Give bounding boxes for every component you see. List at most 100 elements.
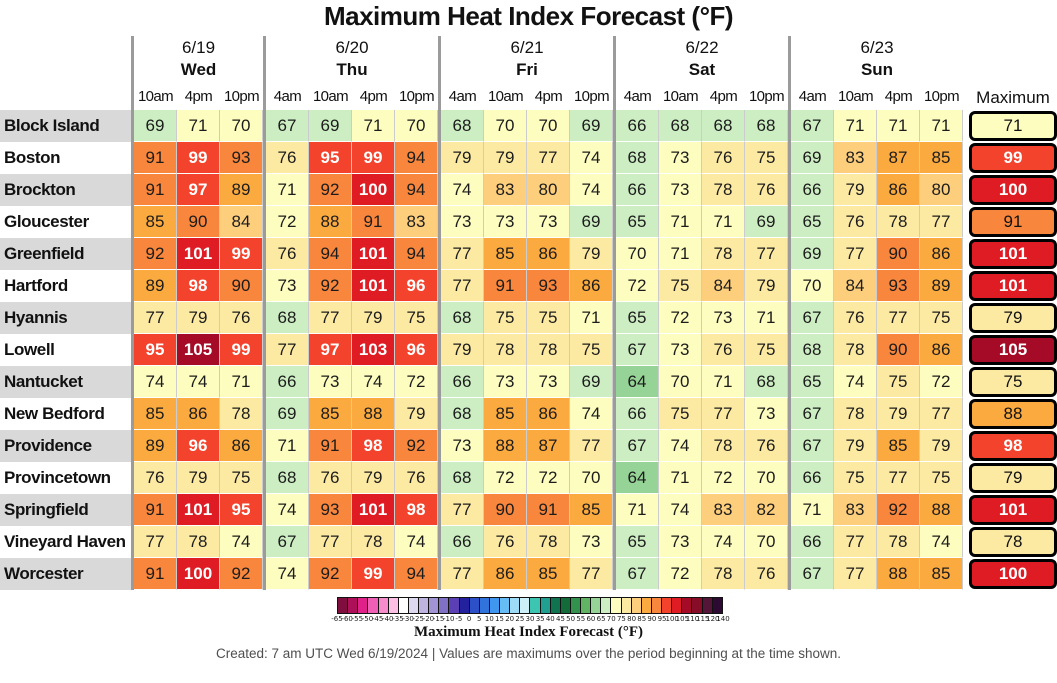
table-row: 73 92 101 96 [266, 270, 438, 302]
heat-cell: 71 [659, 206, 702, 238]
colorbar-segment [711, 597, 723, 614]
chart-title: Maximum Heat Index Forecast (°F) [323, 1, 734, 31]
table-row: 74 74 71 [134, 366, 263, 398]
heat-cell: 79 [352, 462, 395, 494]
colorbar-tick: 75 [616, 615, 626, 623]
table-row: 68 76 79 76 [266, 462, 438, 494]
max-value-box: 91 [969, 206, 1057, 238]
row-label: Brockton [0, 174, 131, 206]
heat-cell: 91 [134, 494, 177, 526]
time-header: 10pm [923, 88, 960, 105]
table-row: 77 91 93 86 [441, 270, 613, 302]
heat-cell: 79 [395, 398, 438, 430]
heat-cell: 80 [527, 174, 570, 206]
table-row: 69 71 70 [134, 110, 263, 142]
heat-cell: 89 [134, 270, 177, 302]
heat-cell: 85 [877, 430, 920, 462]
heat-cell: 76 [220, 302, 263, 334]
table-row: 79 79 77 74 [441, 142, 613, 174]
max-value-box: 79 [969, 462, 1057, 494]
heat-cell: 77 [309, 526, 352, 558]
colorbar-tick: 15 [495, 615, 504, 623]
heat-cell: 76 [702, 334, 745, 366]
heat-cell: 78 [220, 398, 263, 430]
heat-cell: 85 [527, 558, 570, 590]
table-row: 65 73 74 70 [616, 526, 788, 558]
row-label: Provincetown [4, 468, 111, 487]
date-header: 6/23 [860, 38, 894, 57]
heat-cell: 92 [877, 494, 920, 526]
heat-cell: 101 [352, 238, 395, 270]
heat-cell: 93 [877, 270, 920, 302]
max-value-box: 100 [969, 174, 1057, 206]
heat-cell: 76 [745, 174, 788, 206]
heat-cell: 80 [920, 174, 963, 206]
colorbar-tick: 40 [545, 615, 555, 623]
heat-cell: 69 [570, 366, 613, 398]
heat-cell: 77 [834, 526, 877, 558]
heat-cell: 77 [266, 334, 309, 366]
heat-cell: 75 [659, 398, 702, 430]
heat-cell: 73 [659, 334, 702, 366]
heat-cell: 69 [309, 110, 352, 142]
time-header: 4pm [884, 88, 913, 105]
heat-cell: 97 [177, 174, 220, 206]
table-row: 66 77 78 74 [791, 526, 963, 558]
heat-cell: 85 [484, 238, 527, 270]
heat-cell: 67 [791, 430, 834, 462]
table-row: 67 73 76 75 [616, 334, 788, 366]
table-row: 67 78 79 77 [791, 398, 963, 430]
time-header: 10pm [398, 88, 435, 105]
maximum-header: Maximum [976, 88, 1050, 107]
heat-cell: 68 [791, 334, 834, 366]
table-row: 71 74 83 82 [616, 494, 788, 526]
colorbar-tick: 20 [505, 615, 515, 623]
time-header: 10am [662, 88, 699, 105]
heat-cell: 73 [570, 526, 613, 558]
day-group: 6/22 Sat 4am 10am 4pm 10pm 66 68 68 68 68 73 76 75 66 7… [616, 36, 788, 590]
colorbar-gradient [337, 597, 723, 614]
heat-cell: 67 [616, 558, 659, 590]
day-name-header: Fri [516, 60, 538, 79]
heat-cell: 72 [616, 270, 659, 302]
max-value-box: 99 [969, 142, 1057, 174]
table-row: 66 68 68 68 [616, 110, 788, 142]
table-row: 76 94 101 94 [266, 238, 438, 270]
colorbar-tick: 25 [515, 615, 525, 623]
heat-cell: 84 [834, 270, 877, 302]
colorbar-tick: 30 [525, 615, 535, 623]
colorbar-tick: -15 [432, 615, 445, 623]
max-value: 105 [969, 335, 1057, 365]
time-header: 4am [448, 88, 477, 105]
heat-cell: 92 [309, 174, 352, 206]
max-value: 71 [969, 111, 1057, 141]
heat-cell: 75 [920, 302, 963, 334]
heat-cell: 88 [877, 558, 920, 590]
heat-cell: 72 [527, 462, 570, 494]
heat-cell: 89 [220, 174, 263, 206]
colorbar-tick: -20 [422, 615, 435, 623]
heat-cell: 77 [745, 238, 788, 270]
colorbar-tick: -55 [351, 615, 364, 623]
time-header: 10pm [223, 88, 260, 105]
time-header-row: 10am 4pm 10pm [134, 84, 263, 110]
heat-cell: 77 [441, 558, 484, 590]
heat-cell: 73 [659, 526, 702, 558]
heat-cell: 74 [134, 366, 177, 398]
time-header: 4pm [534, 88, 563, 105]
heat-cell: 75 [877, 366, 920, 398]
colorbar-tick: 35 [535, 615, 545, 623]
heat-cell: 68 [745, 110, 788, 142]
heat-cell: 67 [616, 430, 659, 462]
heat-cell: 68 [266, 302, 309, 334]
time-header: 4am [798, 88, 827, 105]
heat-cell: 78 [177, 526, 220, 558]
time-header-row: 4am 10am 4pm 10pm [616, 84, 788, 110]
heat-cell: 68 [659, 110, 702, 142]
table-row: 66 75 77 73 [616, 398, 788, 430]
heat-cell: 94 [395, 558, 438, 590]
heat-cell: 83 [834, 142, 877, 174]
heat-cell: 91 [484, 270, 527, 302]
colorbar-tick: 120 [706, 615, 720, 623]
colorbar-tick: 95 [657, 615, 667, 623]
